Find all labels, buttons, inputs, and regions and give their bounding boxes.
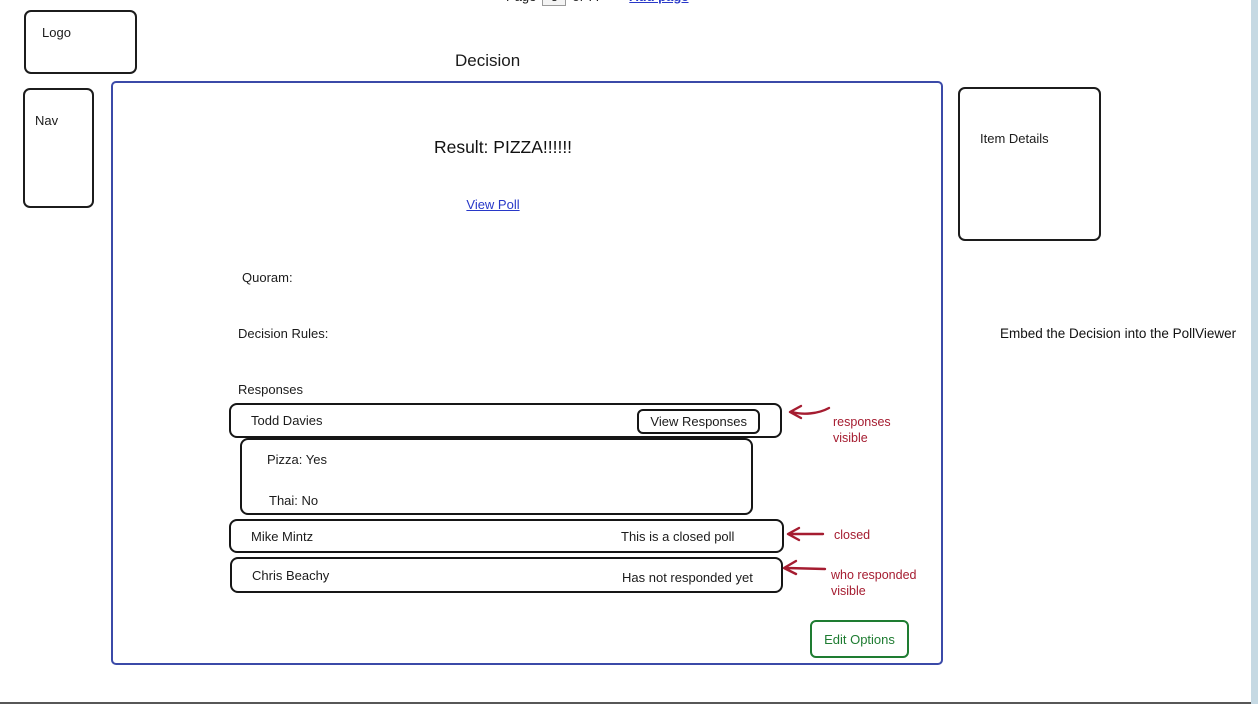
response-status: This is a closed poll [621,529,735,544]
quoram-label: Quoram: [242,270,293,285]
response-detail-thai: Thai: No [269,493,319,508]
scrollbar[interactable] [1251,0,1258,704]
logo-box: Logo [24,10,137,74]
response-status: Has not responded yet [622,570,753,585]
pagination-header: Page of ?? Add page [506,0,689,6]
left-arrow-icon [785,402,831,422]
response-row-mike: Mike Mintz This is a closed poll [229,519,784,553]
embed-note: Embed the Decision into the PollViewer [1000,326,1237,341]
edit-options-button[interactable]: Edit Options [810,620,909,658]
nav-box[interactable]: Nav [23,88,94,208]
response-row-todd: Todd Davies View Responses [229,403,782,438]
left-arrow-icon [783,526,825,542]
left-arrow-icon [779,559,827,577]
add-page-link[interactable]: Add page [629,0,688,4]
responses-label: Responses [238,382,304,397]
annotation-closed: closed [834,528,871,542]
page-title: Decision [455,51,521,70]
response-detail-pizza: Pizza: Yes [267,452,327,467]
respondent-name: Todd Davies [251,413,323,428]
annotation-responses-visible: responses visible [833,415,891,445]
page-bottom-edge [0,702,1251,704]
logo-label: Logo [42,25,71,40]
decision-rules-label: Decision Rules: [238,326,329,341]
decision-panel: Result: PIZZA!!!!!! View Poll Quoram: De… [111,81,943,665]
result-heading: Result: PIZZA!!!!!! [433,137,573,157]
respondent-name: Chris Beachy [252,567,330,583]
page-label: Page [506,0,536,4]
nav-label: Nav [35,113,59,128]
view-poll-link[interactable]: View Poll [466,197,520,212]
view-responses-button[interactable]: View Responses [637,409,760,434]
annotation-who-responded-visible: who responded visible [831,568,917,598]
response-row-chris: Chris Beachy Has not responded yet [230,557,783,593]
page-number-input[interactable] [542,0,567,6]
response-details-box: Pizza: Yes Thai: No [240,438,753,515]
item-details-box: Item Details [958,87,1101,241]
item-details-label: Item Details [980,131,1049,146]
respondent-name: Mike Mintz [251,528,314,544]
page-of-label: of ?? [572,0,601,4]
